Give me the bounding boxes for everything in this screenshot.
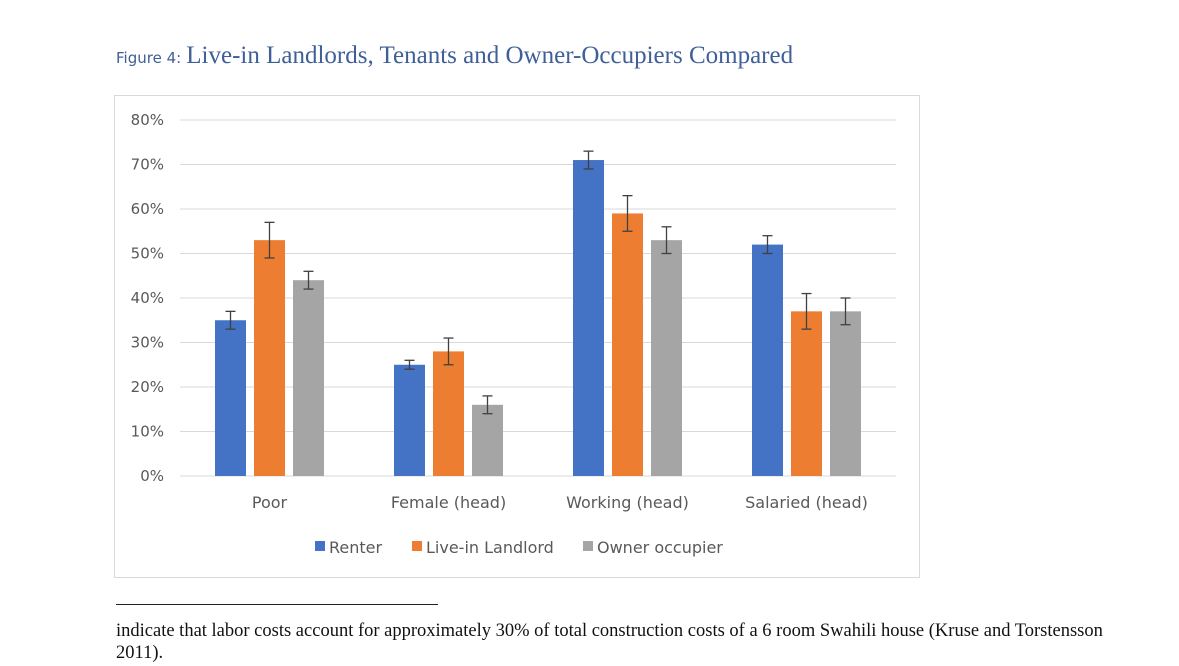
bar-live-in-landlord	[433, 351, 464, 476]
legend-swatch	[583, 541, 593, 551]
bars	[215, 160, 861, 477]
y-tick-label: 20%	[131, 378, 164, 396]
legend-label: Owner occupier	[597, 538, 723, 557]
bar-owner-occupier	[293, 280, 324, 476]
x-axis-ticks: Poor Female (head) Working (head) Salaried …	[252, 493, 868, 512]
bar-live-in-landlord	[791, 311, 822, 476]
bar-renter	[573, 160, 604, 477]
bar-owner-occupier	[830, 311, 861, 476]
bar-renter	[394, 364, 425, 476]
gridlines	[180, 119, 896, 477]
bar-renter	[215, 320, 246, 476]
y-tick-label: 10%	[131, 423, 164, 441]
bar-owner-occupier	[651, 240, 682, 476]
figure-label: Figure 4:	[116, 49, 182, 67]
y-tick-label: 80%	[131, 111, 164, 129]
y-tick-label: 50%	[131, 245, 164, 263]
legend-label: Live-in Landlord	[426, 538, 554, 557]
legend: Renter Live-in Landlord Owner occupier	[315, 538, 723, 557]
y-axis-ticks: 0% 10% 20% 30% 40% 50% 60% 70% 80%	[131, 111, 164, 485]
legend-swatch	[315, 541, 325, 551]
y-tick-label: 0%	[140, 467, 164, 485]
bar-owner-occupier	[472, 404, 503, 476]
legend-label: Renter	[329, 538, 383, 557]
x-tick-label: Poor	[252, 493, 288, 512]
bar-live-in-landlord	[254, 240, 285, 476]
bar-live-in-landlord	[612, 213, 643, 476]
footnote-text: indicate that labor costs account for ap…	[116, 621, 1103, 663]
y-tick-label: 70%	[131, 156, 164, 174]
x-tick-label: Working (head)	[566, 493, 689, 512]
legend-swatch	[412, 541, 422, 551]
x-tick-label: Female (head)	[391, 493, 506, 512]
y-tick-label: 30%	[131, 334, 164, 352]
bar-renter	[752, 244, 783, 476]
chart-frame	[114, 95, 920, 578]
x-tick-label: Salaried (head)	[745, 493, 868, 512]
figure-title: Figure 4: Live-in Landlords, Tenants and…	[116, 42, 793, 70]
y-tick-label: 40%	[131, 289, 164, 307]
y-tick-label: 60%	[131, 200, 164, 218]
footnote-divider	[116, 604, 438, 605]
bar-chart: 0% 10% 20% 30% 40% 50% 60% 70% 80% Poor Female (h…	[131, 111, 896, 557]
figure-title-text: Live-in Landlords, Tenants and Owner-Occ…	[186, 42, 794, 69]
error-bars	[225, 150, 851, 415]
